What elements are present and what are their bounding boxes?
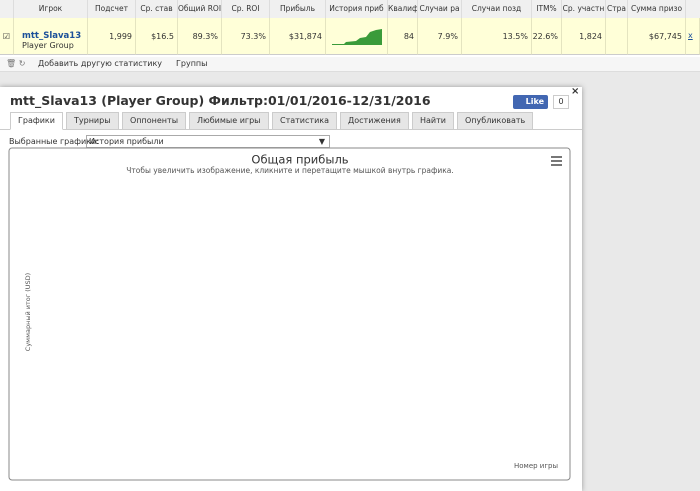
cell-value: 84 — [403, 32, 414, 41]
cell-value: 13.5% — [502, 32, 528, 41]
row-cell — [178, 18, 222, 55]
row-cell — [628, 18, 686, 55]
cell-value: 1,999 — [109, 32, 132, 41]
player-name[interactable]: mtt_Slava13 — [22, 31, 82, 41]
select-value: История прибыли — [89, 137, 164, 146]
icons: 🗑 ↻ — [6, 59, 26, 68]
groups[interactable]: Группы — [176, 59, 208, 68]
tab[interactable]: Графики — [10, 112, 63, 130]
row-cell — [562, 18, 606, 55]
row-cell — [462, 18, 532, 55]
row-cell — [222, 18, 270, 55]
cell-value: 89.3% — [192, 32, 218, 41]
row-cell — [532, 18, 562, 55]
cell-value: 7.9% — [437, 32, 458, 41]
menu-icon[interactable] — [551, 156, 562, 166]
row-cell — [14, 18, 88, 55]
cell-value: $67,745 — [648, 32, 682, 41]
row-cell — [270, 18, 326, 55]
add-stat[interactable]: Добавить другую статистику — [38, 59, 163, 68]
cell-value: $16.5 — [151, 32, 174, 41]
row-cell: ☑ — [0, 18, 14, 55]
y-axis-label: Суммарный итог (USD) — [24, 273, 32, 351]
row-cell — [136, 18, 178, 55]
row-cell — [388, 18, 418, 55]
sparkline: -4K04K8K12K16K20K24K28K32K36K02505007501… — [332, 29, 382, 45]
remove[interactable]: x — [688, 31, 693, 40]
like-button[interactable]: Like — [513, 95, 548, 109]
chart-subtitle: Чтобы увеличить изображение, кликните и … — [126, 166, 454, 175]
cell-value: 73.3% — [240, 32, 266, 41]
panel-title: mtt_Slava13 (Player Group) Фильтр:01/01/… — [10, 93, 431, 108]
close[interactable]: × — [571, 86, 580, 97]
chart-title: Общая прибыль — [251, 153, 348, 167]
chart-box — [8, 147, 571, 481]
row-cell — [418, 18, 462, 55]
select-label: Выбранные графики: — [9, 137, 99, 146]
cell-value: $31,874 — [288, 32, 322, 41]
tab-line — [0, 129, 582, 130]
row-cell — [88, 18, 136, 55]
cell-value: 22.6% — [532, 32, 558, 41]
like-count: 0 — [553, 95, 569, 109]
cell-value: 1,824 — [579, 32, 602, 41]
row-cell — [606, 18, 628, 55]
player-group: Player Group — [22, 41, 74, 50]
toolbar: 🗑 ↻ Добавить другую статистику Группы — [0, 57, 700, 72]
stats-table: ☑ Игрок Подсчет Ср. став Общий ROI Ср. ROI При… — [0, 0, 700, 72]
x-axis-label: Номер игры — [514, 462, 558, 470]
